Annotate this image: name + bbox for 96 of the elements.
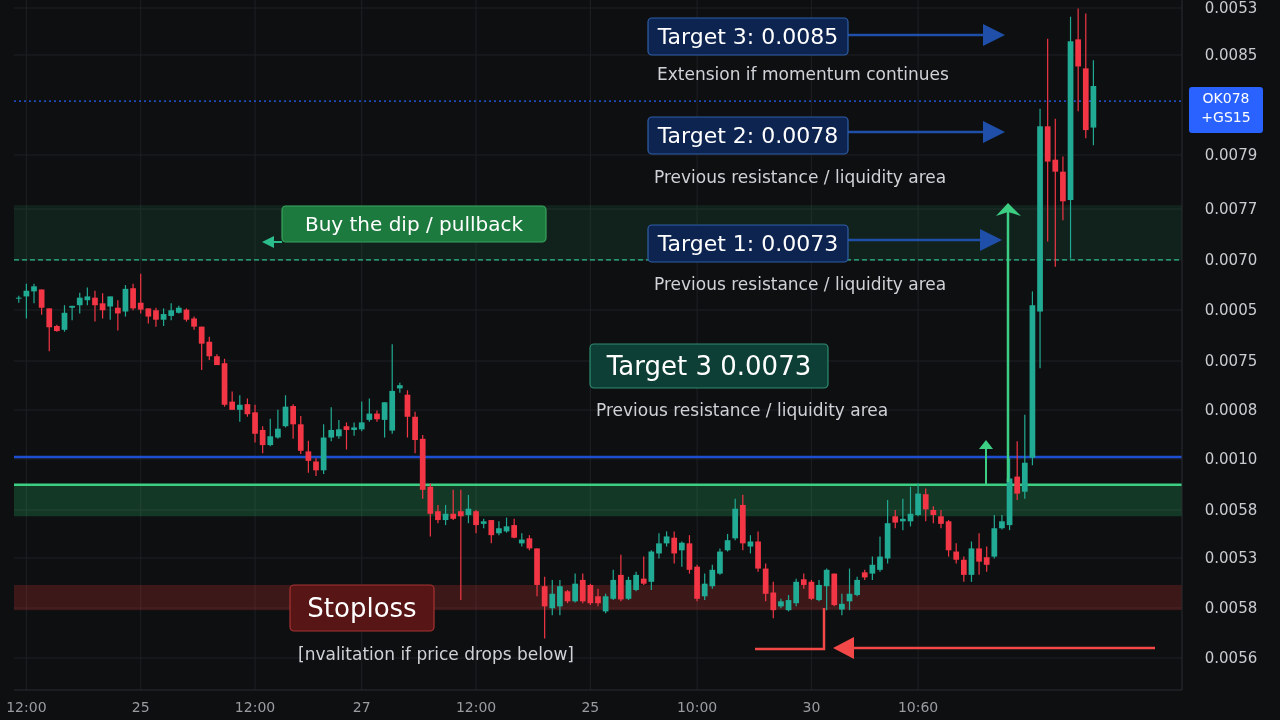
annotation: Target 3: 0.0085 bbox=[656, 24, 839, 50]
candlestick bbox=[747, 534, 754, 555]
candlestick bbox=[678, 540, 685, 568]
x-tick-label: 10:60 bbox=[897, 699, 939, 715]
text: 0.0053 bbox=[1204, 549, 1258, 568]
text: 0.0056 bbox=[1204, 649, 1258, 668]
candlestick bbox=[877, 535, 883, 573]
candlestick bbox=[374, 409, 380, 423]
candlestick bbox=[290, 403, 296, 440]
candlestick bbox=[46, 307, 53, 352]
annotation: Target 3 0.0073 bbox=[605, 351, 812, 382]
x-tick-label: 25 bbox=[131, 699, 150, 715]
text: 0.0077 bbox=[1204, 200, 1258, 219]
candlestick bbox=[69, 305, 75, 321]
candlestick bbox=[130, 283, 136, 311]
text: 0.0010 bbox=[1204, 450, 1258, 469]
candlestick bbox=[922, 487, 929, 522]
candlestick bbox=[92, 290, 98, 323]
candlestick bbox=[816, 579, 822, 602]
candlestick bbox=[557, 579, 563, 616]
candlestick bbox=[717, 547, 723, 576]
candlestick bbox=[114, 299, 121, 332]
candlestick bbox=[275, 409, 281, 440]
text: 0.0008 bbox=[1204, 401, 1258, 420]
candlestick bbox=[549, 579, 556, 616]
x-tick-label: 30 bbox=[802, 699, 821, 715]
text: 0.0053 bbox=[1204, 0, 1258, 18]
text: [nvalitation if price drops below] bbox=[298, 644, 574, 664]
candlestick bbox=[412, 411, 418, 454]
candlestick bbox=[496, 520, 502, 536]
candlestick bbox=[366, 397, 373, 423]
candlestick bbox=[473, 509, 479, 534]
candlestick bbox=[976, 532, 982, 576]
candlestick bbox=[960, 556, 967, 583]
candlestick bbox=[999, 514, 1005, 531]
candlestick bbox=[153, 307, 159, 328]
annotation: Previous resistance / liquidity area bbox=[654, 167, 947, 187]
candlestick bbox=[892, 509, 899, 529]
candlestick bbox=[267, 418, 274, 447]
candlestick bbox=[358, 401, 365, 432]
candlestick bbox=[953, 542, 960, 565]
candlestick bbox=[31, 283, 37, 304]
candlestick bbox=[915, 482, 921, 517]
annotation: Stoploss bbox=[307, 593, 417, 624]
candlestick bbox=[336, 419, 342, 440]
candlestick bbox=[236, 394, 243, 423]
candlestick bbox=[579, 573, 586, 604]
candlestick bbox=[793, 578, 800, 607]
candlestick bbox=[107, 295, 114, 321]
candlestick bbox=[640, 556, 647, 586]
candlestick bbox=[869, 556, 876, 581]
candlestick bbox=[435, 504, 441, 524]
annotation: Target 1: 0.0073 bbox=[656, 231, 839, 257]
annotation: Previous resistance / liquidity area bbox=[654, 274, 947, 294]
candlestick bbox=[938, 509, 944, 529]
candlestick bbox=[305, 440, 312, 474]
annotation: Previous resistance / liquidity area bbox=[596, 400, 889, 420]
candlestick bbox=[328, 406, 335, 442]
text: 0.0005 bbox=[1204, 301, 1258, 320]
candlestick bbox=[1014, 440, 1021, 501]
annotation: Extension if momentum continues bbox=[657, 64, 950, 84]
candlestick bbox=[343, 421, 350, 451]
x-tick-label: 27 bbox=[352, 699, 371, 715]
text: 0.0058 bbox=[1204, 501, 1258, 520]
candlestick bbox=[854, 576, 860, 597]
text: 0.0058 bbox=[1204, 599, 1258, 618]
candlestick bbox=[983, 545, 990, 573]
annotation: Buy the dip / pullback bbox=[304, 212, 524, 237]
text: 0.0079 bbox=[1204, 146, 1258, 165]
candlestick bbox=[572, 573, 578, 604]
candlestick bbox=[656, 532, 662, 560]
candlestick bbox=[252, 404, 258, 444]
x-tick-label: 12:00 bbox=[234, 699, 276, 715]
candlestick bbox=[259, 425, 266, 454]
candlestick bbox=[229, 390, 236, 411]
candlestick bbox=[633, 571, 639, 592]
candlestick bbox=[823, 567, 830, 611]
candlestick bbox=[457, 489, 464, 601]
text: 0.0085 bbox=[1204, 46, 1258, 65]
annotation: Target 2: 0.0078 bbox=[656, 123, 839, 149]
x-tick-label: 12:00 bbox=[455, 699, 497, 715]
candlestick bbox=[541, 576, 548, 640]
ref-line-label: OK078 +GS15 bbox=[1201, 90, 1251, 126]
candlestick bbox=[488, 519, 495, 544]
candlestick bbox=[839, 593, 845, 616]
text: 0.0075 bbox=[1204, 352, 1258, 371]
candlestick bbox=[450, 489, 457, 521]
x-tick-label: 25 bbox=[581, 699, 600, 715]
x-tick-label: 12:00 bbox=[6, 699, 47, 715]
x-tick-label: 10:00 bbox=[676, 699, 718, 715]
candlestick bbox=[671, 530, 678, 565]
candlestick bbox=[38, 288, 45, 316]
candlestick bbox=[610, 569, 617, 601]
text: 0.0070 bbox=[1204, 251, 1258, 270]
candlestick bbox=[351, 421, 357, 437]
candlestick bbox=[595, 588, 601, 607]
